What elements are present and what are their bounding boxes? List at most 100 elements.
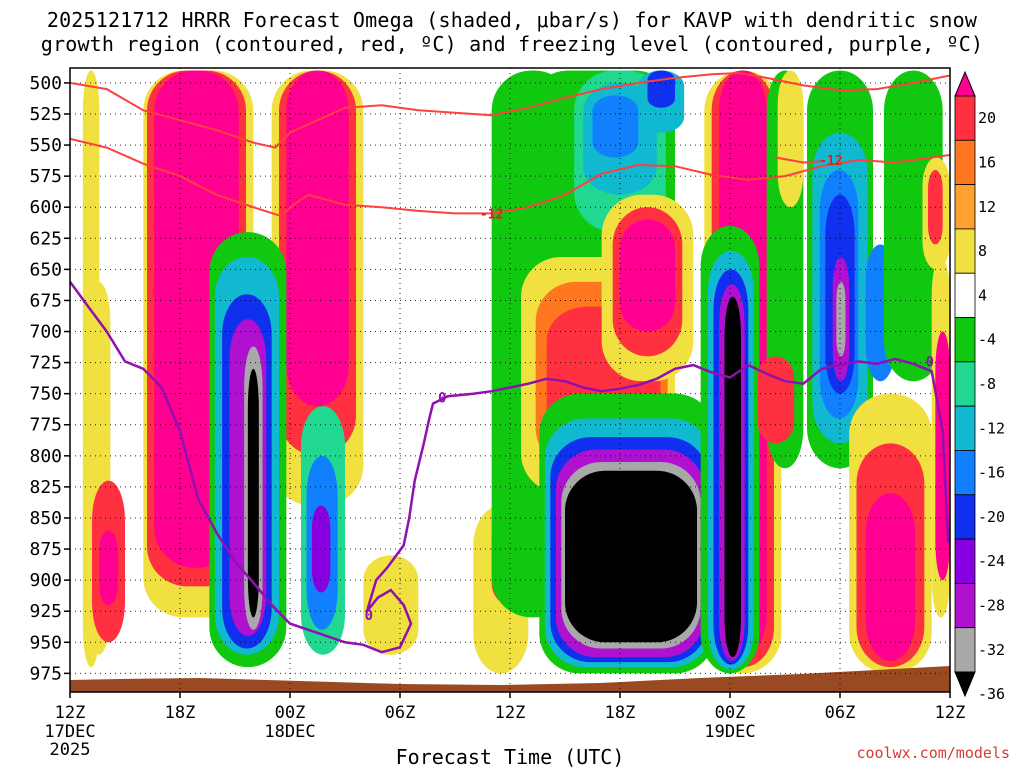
y-tick-label: 500	[29, 73, 62, 94]
colorbar-swatch	[954, 317, 976, 363]
omega-shading	[82, 70, 950, 674]
y-tick-label: 800	[29, 446, 62, 467]
freezing-level-contour	[70, 281, 950, 654]
omega-cell-18	[312, 505, 331, 593]
omega-cell-40	[565, 470, 697, 643]
colorbar-swatch	[954, 95, 976, 141]
x-tick-label: 12Z	[935, 703, 966, 723]
colorbar-label: 4	[978, 286, 987, 304]
x-tick-label: 06Z	[385, 703, 416, 723]
y-tick-label: 575	[29, 166, 62, 187]
x-tick-label: 00Z	[715, 703, 746, 723]
y-tick-label: 650	[29, 259, 62, 280]
y-tick-label: 725	[29, 353, 62, 374]
colorbar-label: -28	[978, 597, 1005, 615]
colorbar-label: -24	[978, 552, 1005, 570]
y-tick-label: 700	[29, 322, 62, 343]
colorbar-top-arrow	[954, 70, 976, 97]
omega-cell-15	[247, 368, 259, 618]
y-tick-label: 875	[29, 539, 62, 560]
colorbar-label: 16	[978, 153, 996, 171]
colorbar-label: -16	[978, 464, 1005, 482]
dendritic-contour-label: -12	[480, 207, 503, 222]
colorbar-label: 20	[978, 109, 996, 127]
omega-cell-63	[935, 331, 950, 581]
y-tick-label: 625	[29, 228, 62, 249]
terrain-fill	[70, 666, 950, 692]
colorbar-swatch	[954, 361, 976, 407]
x-tick-label: 18Z	[605, 703, 636, 723]
omega-cell-56	[836, 281, 846, 357]
colorbar-swatch	[954, 627, 976, 673]
colorbar-label: 12	[978, 198, 996, 216]
y-tick-label: 975	[29, 663, 62, 684]
colorbar-label: -12	[978, 419, 1005, 437]
y-tick-label: 525	[29, 104, 62, 125]
chart-title-line-1: 2025121712 HRRR Forecast Omega (shaded, …	[46, 8, 978, 32]
omega-cell-26	[592, 95, 639, 158]
colorbar-label: -4	[978, 331, 996, 349]
y-tick-label: 750	[29, 384, 62, 405]
dendritic-contour-label: -12	[819, 154, 842, 169]
terrain-band	[70, 666, 950, 692]
x-tick-label: 00Z	[275, 703, 306, 723]
x-tick-label: 12Z	[55, 703, 86, 723]
chart-title: 2025121712 HRRR Forecast Omega (shaded, …	[0, 8, 1024, 56]
x-tick-label: 12Z	[495, 703, 526, 723]
colorbar-swatch	[954, 184, 976, 230]
colorbar-label: -32	[978, 641, 1005, 659]
freezing-contour-label: 0	[438, 390, 446, 406]
x-tick-date-label: 17DEC	[44, 722, 95, 742]
omega-cell-34	[620, 219, 675, 332]
colorbar: 20 16 12 8 4 -4 -8 -12 -16 -20 -24 -28 -32 -36	[954, 70, 1005, 703]
dendritic-contour-2	[775, 156, 822, 164]
credit-text: coolwx.com/models	[856, 744, 1010, 762]
colorbar-swatch	[954, 228, 976, 274]
omega-cell-48	[724, 296, 741, 658]
omega-cell-60	[865, 493, 916, 661]
colorbar-swatch	[954, 494, 976, 540]
grid-lines	[70, 68, 950, 692]
freezing-contour-label: 0	[365, 608, 373, 624]
x-axis-label: Forecast Time (UTC)	[396, 745, 625, 768]
colorbar-swatch	[954, 450, 976, 496]
contour-lines: -12 -12 0 0 0	[70, 71, 950, 654]
x-tick-label: 06Z	[825, 703, 856, 723]
dendritic-contour-1	[70, 71, 950, 149]
y-tick-label: 550	[29, 135, 62, 156]
x-tick-date-label: 19DEC	[704, 722, 755, 742]
colorbar-swatch	[954, 538, 976, 584]
colorbar-label: 8	[978, 242, 987, 260]
y-tick-label: 600	[29, 197, 62, 218]
omega-cell-9	[286, 70, 349, 407]
y-tick-label: 925	[29, 601, 62, 622]
omega-cell-66	[777, 70, 804, 208]
x-tick-label: 18Z	[165, 703, 196, 723]
y-tick-label: 775	[29, 415, 62, 436]
y-axis: 500 525 550 575 600 625 650 675 700 725 750 775 800 8…	[29, 73, 70, 684]
omega-cell-61	[884, 70, 943, 382]
chart-title-line-2: growth region (contoured, red, ºC) and f…	[40, 32, 984, 56]
y-tick-label: 825	[29, 477, 62, 498]
omega-cell-50	[757, 356, 795, 444]
y-tick-label: 850	[29, 508, 62, 529]
colorbar-swatch	[954, 139, 976, 186]
dendritic-contour-0	[70, 137, 950, 218]
x-tick-year-label: 2025	[50, 740, 91, 760]
y-tick-label: 675	[29, 290, 62, 311]
colorbar-swatch	[954, 272, 976, 318]
omega-cell-28	[647, 70, 675, 108]
y-tick-label: 900	[29, 570, 62, 591]
omega-cell-3	[99, 530, 118, 605]
freezing-contour-label: 0	[926, 354, 934, 370]
colorbar-swatch	[954, 405, 976, 451]
colorbar-label: -36	[978, 685, 1005, 703]
y-tick-label: 950	[29, 632, 62, 653]
colorbar-label: -20	[978, 508, 1005, 526]
colorbar-swatch	[954, 582, 976, 629]
colorbar-label: -8	[978, 375, 996, 393]
colorbar-bottom-arrow	[954, 671, 976, 698]
x-tick-date-label: 18DEC	[264, 722, 315, 742]
